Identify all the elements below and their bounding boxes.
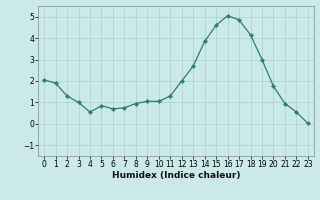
X-axis label: Humidex (Indice chaleur): Humidex (Indice chaleur) — [112, 171, 240, 180]
